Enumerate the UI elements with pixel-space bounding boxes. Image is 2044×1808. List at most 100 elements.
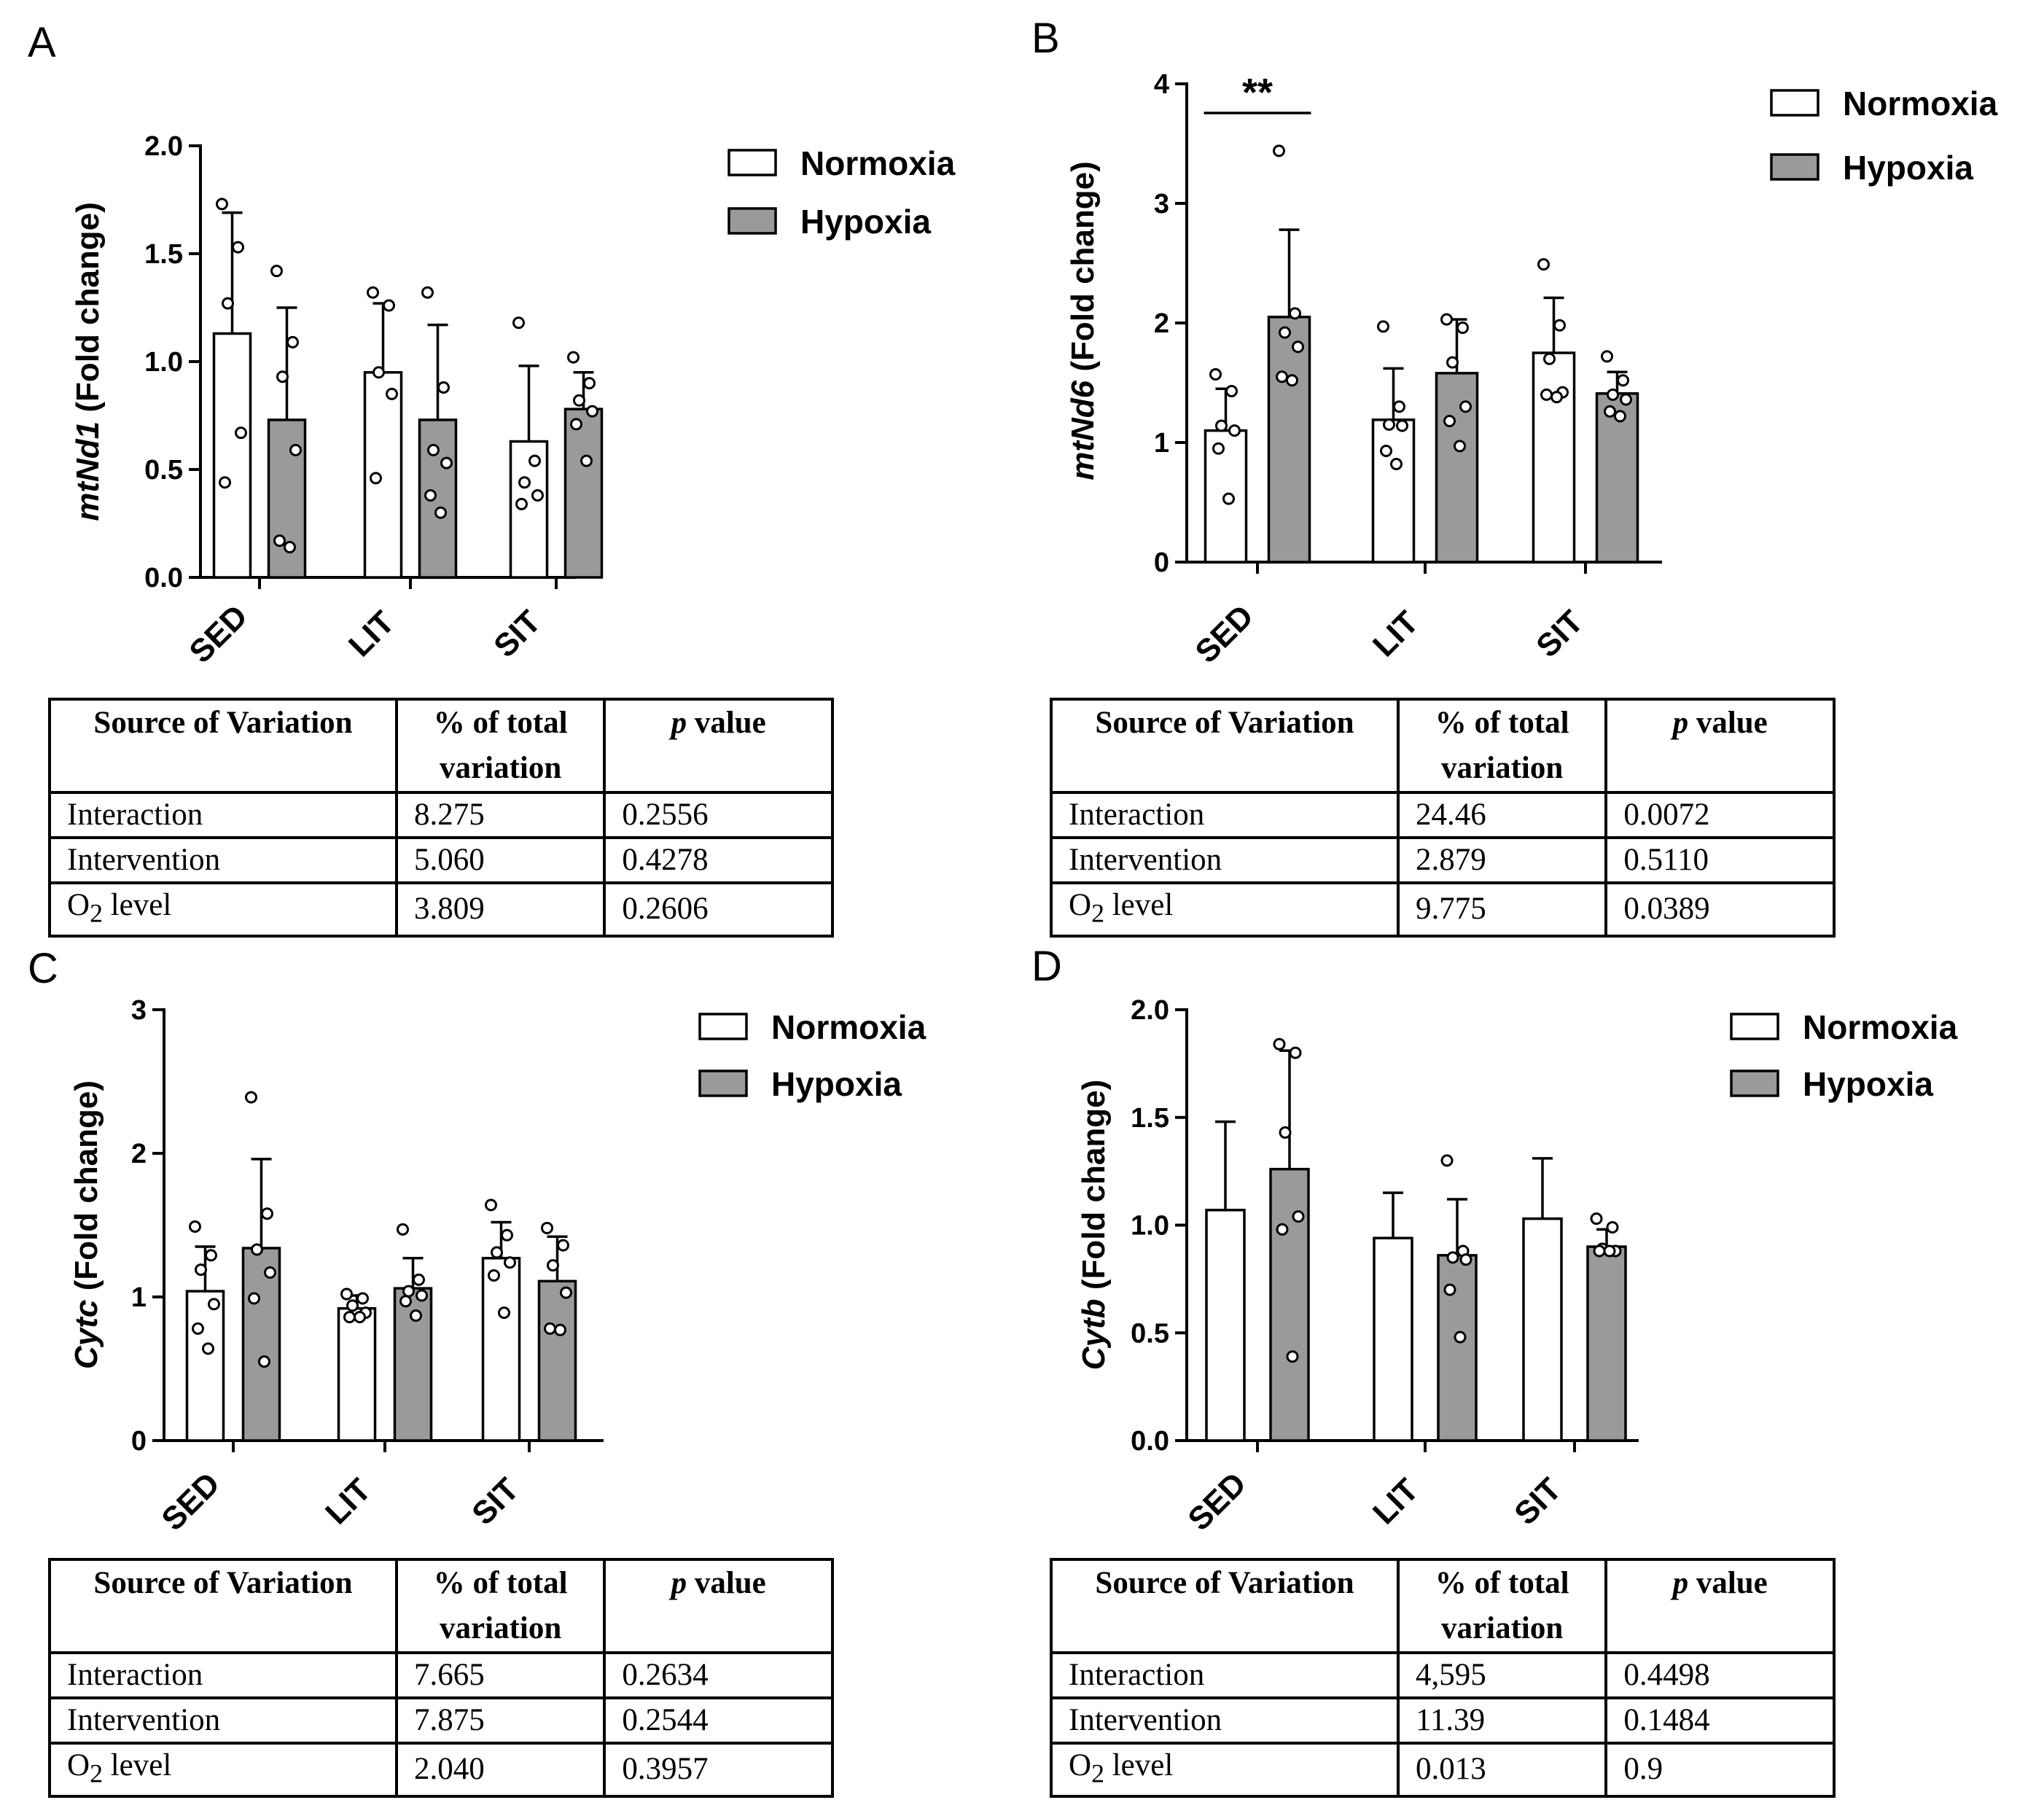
legend-swatch-hypoxia <box>698 1069 748 1097</box>
data-point <box>372 366 385 379</box>
stats-header-row: Source of Variation % of total variation… <box>1050 698 1836 794</box>
data-point <box>424 489 437 502</box>
table-row: Intervention 2.879 0.5110 <box>1050 836 1836 884</box>
header-p-italic: p <box>1672 1566 1689 1600</box>
data-point <box>189 1220 201 1233</box>
panel-letter: D <box>1031 943 1062 990</box>
data-point <box>512 316 525 330</box>
data-point <box>560 1286 572 1299</box>
y-axis-label-unit: (Fold change) <box>70 202 106 421</box>
data-point <box>346 1299 359 1312</box>
data-point <box>284 541 296 554</box>
data-point <box>1279 1126 1292 1139</box>
header-pct: % of total variation <box>1396 1558 1608 1654</box>
row-source: Interaction <box>1050 791 1400 839</box>
data-point <box>1620 393 1632 406</box>
data-point <box>1279 326 1291 339</box>
data-point <box>544 1322 556 1335</box>
bar-hypoxia <box>1586 1245 1627 1442</box>
header-p-rest: value <box>1688 1566 1768 1600</box>
legend-swatch-normoxia <box>1770 89 1819 117</box>
data-point <box>573 394 585 407</box>
row-source: Interaction <box>1050 1651 1400 1699</box>
data-point <box>1292 1210 1305 1223</box>
y-tick-label: 0.5 <box>144 455 183 486</box>
data-point <box>1459 1253 1472 1266</box>
data-point <box>276 370 289 383</box>
header-source: Source of Variation <box>1050 1558 1400 1654</box>
data-point <box>518 476 531 489</box>
data-point <box>1601 350 1613 363</box>
data-point <box>205 1249 217 1262</box>
table-row: O2 level 3.809 0.2606 <box>48 881 834 938</box>
row-p: 0.3957 <box>603 1742 834 1798</box>
row-pct: 3.809 <box>394 881 606 938</box>
data-point <box>1456 322 1469 335</box>
data-point <box>367 286 379 299</box>
data-point <box>485 1199 497 1212</box>
table-row: O2 level 9.775 0.0389 <box>1050 881 1836 938</box>
row-source: Intervention <box>1050 1696 1400 1745</box>
data-point <box>437 381 450 394</box>
bar-hypoxia <box>1269 1167 1310 1442</box>
bar-hypoxia <box>537 1279 577 1442</box>
row-pct: 7.665 <box>394 1651 606 1699</box>
data-point <box>541 1221 553 1234</box>
bar-hypoxia <box>1595 392 1639 564</box>
chart-panel-d: D 0.0 0.5 1.0 1.5 2.0 Cytb (Fold change) SED LIT… <box>1031 943 1958 1538</box>
data-point <box>1276 370 1288 383</box>
x-tick-label: LIT <box>1366 1472 1425 1531</box>
data-point <box>1543 352 1556 365</box>
y-tick-label: 0 <box>1154 548 1169 578</box>
data-point <box>289 443 302 456</box>
row-p: 0.4498 <box>1604 1651 1836 1699</box>
bar-normoxia <box>1522 1217 1563 1442</box>
row-pct: 9.775 <box>1396 881 1608 938</box>
x-tick-label: LIT <box>342 604 401 663</box>
y-tick-label: 0.0 <box>1131 1426 1169 1457</box>
legend-label-normoxia: Normoxia <box>1803 1008 1958 1046</box>
y-axis-label-unit: (Fold change) <box>69 1080 104 1300</box>
y-tick-label: 1 <box>131 1282 147 1313</box>
legend-label-hypoxia: Hypoxia <box>771 1065 902 1103</box>
data-point <box>1537 258 1550 271</box>
data-point <box>1604 405 1616 418</box>
bar-normoxia <box>212 332 252 579</box>
y-tick-label: 1.0 <box>1131 1211 1169 1242</box>
data-point <box>557 1239 569 1252</box>
data-point <box>515 497 528 510</box>
row-pct: 11.39 <box>1396 1696 1608 1745</box>
data-point <box>1454 1330 1467 1344</box>
legend-swatch-normoxia <box>728 149 777 176</box>
data-point <box>1459 400 1472 413</box>
legend-swatch-hypoxia <box>728 207 777 235</box>
table-row: Intervention 11.39 0.1484 <box>1050 1696 1836 1745</box>
table-row: Interaction 4,595 0.4498 <box>1050 1651 1836 1699</box>
data-point <box>1383 418 1395 431</box>
data-point <box>554 1323 566 1336</box>
header-source: Source of Variation <box>48 698 398 794</box>
legend: Normoxia Hypoxia <box>698 1008 927 1103</box>
row-pct: 2.040 <box>394 1742 606 1798</box>
data-point <box>248 1292 260 1305</box>
header-p-italic: p <box>1672 706 1689 740</box>
y-tick-label: 0.5 <box>1131 1318 1169 1349</box>
data-point <box>504 1256 516 1269</box>
data-point <box>1607 388 1619 401</box>
data-point <box>1209 368 1222 381</box>
bar-normoxia <box>1532 351 1576 564</box>
row-source: Intervention <box>48 1696 398 1745</box>
y-axis-label-gene: mtNd1 <box>70 421 106 521</box>
row-p: 0.4278 <box>603 836 834 884</box>
data-point <box>1390 458 1403 471</box>
row-pct: 24.46 <box>1396 791 1608 839</box>
data-point <box>261 1207 273 1220</box>
y-tick-label: 3 <box>1154 189 1169 219</box>
significance-label: ** <box>1242 71 1273 114</box>
data-point <box>1286 1350 1299 1363</box>
y-tick-label: 2 <box>1154 308 1169 339</box>
x-tick-label: SIT <box>487 604 547 664</box>
data-point <box>1443 414 1456 427</box>
legend: Normoxia Hypoxia <box>1730 1008 1958 1103</box>
row-p: 0.2606 <box>603 881 834 938</box>
